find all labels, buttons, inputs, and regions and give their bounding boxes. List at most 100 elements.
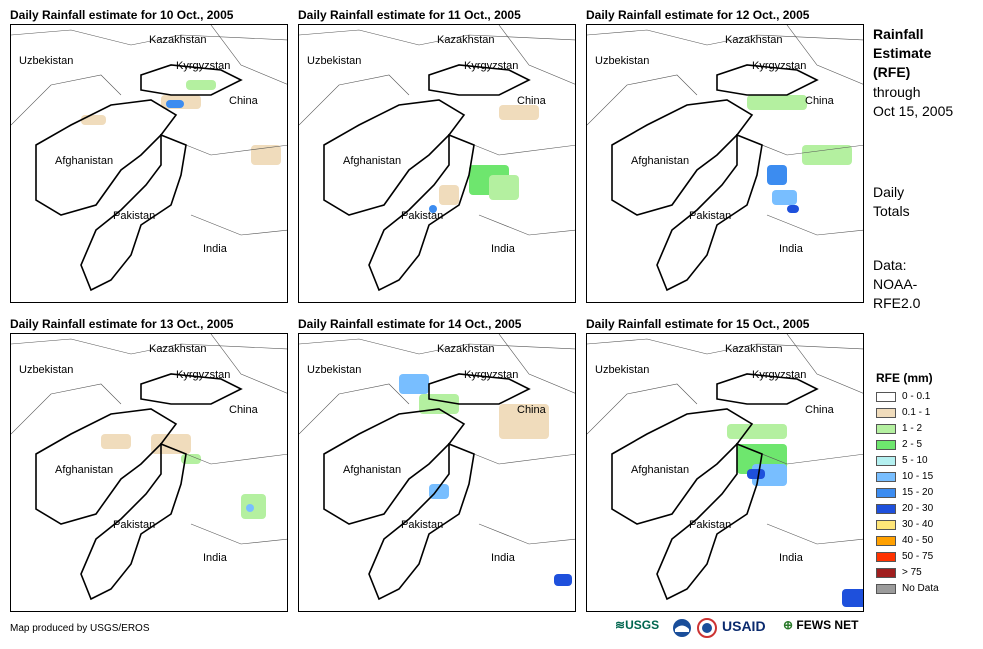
map-label-pakistan: Pakistan [113, 519, 156, 531]
panel-title-4: Daily Rainfall estimate for 13 Oct., 200… [10, 317, 234, 331]
country-border [210, 25, 287, 85]
map-drawing [587, 334, 863, 607]
side-data-source-2: RFE2.0 [873, 295, 921, 311]
panel-title-1: Daily Rainfall estimate for 10 Oct., 200… [10, 8, 234, 22]
nws-logo-icon [697, 618, 717, 641]
map-label-pakistan: Pakistan [689, 519, 732, 531]
country-border [299, 383, 410, 435]
country-border [448, 443, 575, 465]
legend-label: No Data [902, 583, 939, 594]
legend-label: 50 - 75 [902, 551, 934, 562]
map-label-china: China [805, 95, 834, 107]
map-label-kyrgyzstan: Kyrgyzstan [176, 60, 231, 72]
map-label-kyrgyzstan: Kyrgyzstan [176, 369, 231, 381]
rainfall-area [499, 105, 539, 120]
country-outline [716, 373, 819, 405]
map-label-afghanistan: Afghanistan [631, 464, 690, 476]
map-drawing [11, 25, 287, 292]
country-border [190, 523, 287, 545]
legend-swatch [876, 584, 896, 594]
country-border [587, 29, 863, 46]
map-label-india: India [779, 243, 803, 255]
panel-title-3: Daily Rainfall estimate for 12 Oct., 200… [586, 8, 810, 22]
legend-label: 15 - 20 [902, 487, 934, 498]
country-border [299, 338, 575, 355]
map-label-afghanistan: Afghanistan [55, 464, 114, 476]
legend-label: > 75 [902, 567, 922, 578]
map-label-afghanistan: Afghanistan [343, 155, 402, 167]
legend-label: 0.1 - 1 [902, 407, 931, 418]
legend-label: 0 - 0.1 [902, 391, 931, 402]
country-border [11, 338, 287, 355]
map-drawing [299, 25, 575, 292]
map-label-afghanistan: Afghanistan [55, 155, 114, 167]
country-border [11, 74, 122, 126]
side-totals: Totals [873, 203, 910, 219]
map-label-india: India [779, 552, 803, 564]
usgs-logo-text: USGS [625, 618, 660, 632]
rainfall-area [489, 175, 519, 200]
legend-swatch [876, 440, 896, 450]
map-panel-1: Kazakhstan Uzbekistan Kyrgyzstan China Afgha… [10, 24, 288, 303]
globe-icon: ⊕ [783, 618, 794, 632]
map-drawing [299, 334, 575, 601]
usaid-logo-text: USAID [722, 618, 766, 634]
country-outline [323, 99, 466, 216]
legend-label: 5 - 10 [902, 455, 928, 466]
rainfall-area [186, 80, 216, 90]
map-drawing [11, 334, 287, 601]
map-label-pakistan: Pakistan [689, 210, 732, 222]
rainfall-area [554, 574, 572, 586]
fewsnet-logo-text: FEWS NET [796, 618, 859, 632]
rainfall-area [429, 205, 437, 213]
country-border [190, 214, 287, 236]
legend-swatch [876, 504, 896, 514]
side-data-source-1: NOAA- [873, 276, 918, 292]
rainfall-area [246, 504, 254, 512]
legend-swatch [876, 472, 896, 482]
map-panel-6: Kazakhstan Uzbekistan Kyrgyzstan China Afgha… [586, 333, 864, 612]
legend-swatch [876, 568, 896, 578]
map-label-china: China [517, 404, 546, 416]
country-outline [611, 99, 754, 216]
country-border [478, 523, 575, 545]
country-border [11, 29, 287, 46]
country-border [786, 334, 863, 394]
rainfall-area [81, 115, 106, 125]
country-border [498, 334, 575, 394]
map-label-china: China [517, 95, 546, 107]
country-border [498, 25, 575, 85]
map-label-pakistan: Pakistan [113, 210, 156, 222]
rainfall-area [101, 434, 131, 449]
rainfall-area [251, 145, 281, 165]
map-label-uzbekistan: Uzbekistan [595, 364, 650, 376]
panel-title-2: Daily Rainfall estimate for 11 Oct., 200… [298, 8, 521, 22]
country-outline [368, 133, 475, 292]
legend-swatch [876, 424, 896, 434]
map-label-kazakhstan: Kazakhstan [437, 343, 495, 355]
country-border [766, 214, 863, 236]
legend-label: 10 - 15 [902, 471, 934, 482]
country-border [766, 523, 863, 545]
map-label-kyrgyzstan: Kyrgyzstan [752, 369, 807, 381]
map-label-kazakhstan: Kazakhstan [149, 34, 207, 46]
map-label-uzbekistan: Uzbekistan [307, 55, 362, 67]
map-label-india: India [491, 243, 515, 255]
rainfall-area [399, 374, 429, 394]
country-border [478, 214, 575, 236]
legend-swatch [876, 536, 896, 546]
country-outline [368, 442, 475, 601]
country-border [587, 338, 863, 355]
country-border [299, 74, 410, 126]
rainfall-area [151, 434, 191, 454]
legend-label: 40 - 50 [902, 535, 934, 546]
legend-label: 20 - 30 [902, 503, 934, 514]
country-outline [323, 408, 466, 525]
rainfall-area [787, 205, 799, 213]
usgs-logo: ≋USGS [615, 618, 659, 632]
country-border [11, 383, 122, 435]
map-label-kyrgyzstan: Kyrgyzstan [464, 60, 519, 72]
side-data-label: Data: [873, 257, 907, 273]
country-outline [428, 64, 531, 96]
rainfall-area [429, 484, 449, 499]
